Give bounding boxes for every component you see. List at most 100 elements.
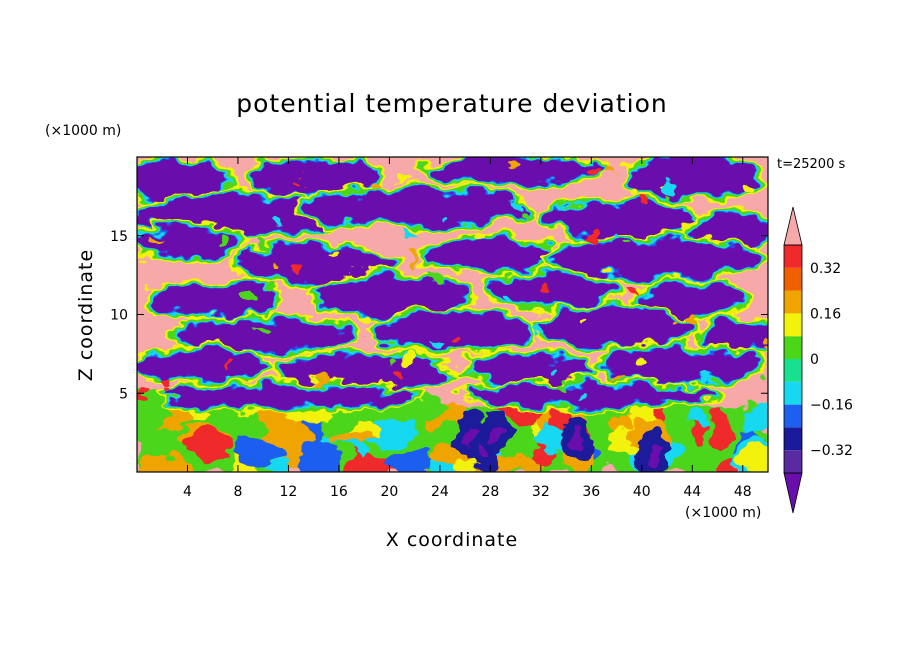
colorbar-segment: [784, 427, 802, 451]
field-cell: [751, 312, 761, 319]
field-cell: [257, 239, 265, 249]
field-cell: [579, 323, 584, 329]
field-cell: [318, 376, 333, 384]
field-cell: [554, 363, 559, 375]
x-tick-label: 24: [431, 484, 449, 500]
field-cell: [299, 176, 305, 184]
y-tick-label: 10: [110, 308, 128, 324]
field-cell: [137, 352, 264, 378]
colorbar-tick-label: −0.16: [810, 398, 853, 414]
field-cell: [465, 357, 592, 383]
field-cell: [250, 161, 377, 194]
x-tick-label: 44: [683, 484, 701, 500]
field-cell: [631, 184, 640, 196]
colorbar-segment: [784, 381, 802, 405]
colorbar-tick-label: −0.32: [810, 443, 853, 459]
field-cell: [603, 349, 756, 381]
colorbar-segment: [784, 359, 802, 382]
field-cell: [588, 233, 599, 245]
field-cell: [431, 335, 443, 348]
chart-title: potential temperature deviation: [236, 89, 667, 118]
field-cell: [147, 233, 160, 240]
colorbar-segment: [784, 404, 802, 428]
field-cell: [139, 452, 191, 472]
colorbar-frame: [783, 244, 803, 474]
x-tick-label: 40: [633, 484, 651, 500]
field-cell: [274, 222, 285, 231]
field-cell: [301, 191, 529, 224]
field-cell: [627, 242, 635, 248]
field-cell: [759, 375, 765, 385]
field-cell: [628, 287, 642, 292]
field-cell: [427, 240, 554, 269]
field-cell: [139, 390, 150, 401]
field-cell: [448, 330, 456, 339]
field-cell: [359, 314, 368, 323]
field-cell: [696, 377, 706, 384]
field-cell: [313, 276, 466, 315]
field-cell: [273, 259, 282, 269]
field-cell: [438, 211, 443, 218]
colorbar-segment: [784, 313, 802, 337]
field-cell: [387, 357, 397, 365]
colorbar-tick-label: 0.32: [810, 261, 841, 277]
field-cell: [137, 393, 170, 432]
field-cell: [553, 240, 756, 276]
field-cell: [174, 320, 352, 350]
x-axis-unit: (×1000 m): [685, 505, 761, 521]
field-cell: [427, 157, 604, 183]
x-tick-label: 36: [582, 484, 600, 500]
y-axis-ticks: 5 10 15: [110, 229, 768, 402]
field-cell: [519, 459, 544, 472]
field-cell: [690, 314, 698, 326]
field-cell: [519, 205, 527, 217]
field-cell: [218, 232, 228, 244]
colorbar-tick-label: 0: [810, 352, 819, 368]
colorbar: 0.32 0.16 0 −0.16 −0.32: [783, 206, 853, 514]
field-cell: [245, 293, 258, 303]
field-cell: [386, 452, 439, 472]
field-cell: [402, 355, 416, 368]
colorbar-segment: [784, 245, 802, 268]
colorbar-segment: [784, 290, 802, 314]
x-tick-label: 32: [532, 484, 550, 500]
field-cell: [710, 406, 731, 447]
field-cell: [744, 405, 768, 437]
field-cell: [507, 295, 513, 302]
field-cell: [663, 189, 670, 199]
field-cell: [162, 386, 415, 406]
field-cell: [610, 370, 619, 377]
field-cell: [190, 426, 232, 464]
x-tick-label: 4: [183, 484, 192, 500]
field-cell: [149, 283, 276, 315]
colorbar-extend-high: [783, 206, 803, 246]
field-cell: [137, 227, 238, 257]
field-cell: [360, 420, 419, 447]
colorbar-segment: [784, 450, 802, 473]
x-tick-label: 28: [481, 484, 499, 500]
field-cell: [465, 385, 718, 405]
field-cell: [410, 253, 418, 266]
field-cell: [257, 327, 268, 334]
y-axis-label: Z coordinate: [75, 249, 97, 381]
field-cell: [604, 168, 615, 178]
field-cell: [225, 358, 230, 369]
field-cell: [398, 175, 408, 183]
field-cell: [335, 430, 374, 445]
y-tick-label: 15: [110, 229, 128, 245]
x-tick-label: 16: [330, 484, 348, 500]
field-cell: [330, 249, 339, 255]
colorbar-segment: [784, 267, 802, 291]
field-cell: [395, 371, 407, 380]
field-cell: [559, 378, 566, 389]
time-label: t=25200 s: [777, 157, 845, 172]
field-cell: [629, 157, 756, 197]
field-cell: [763, 344, 768, 350]
field-cell: [540, 284, 551, 296]
field-cell: [428, 188, 436, 193]
field-cell: [540, 308, 693, 346]
field-cell: [424, 271, 439, 283]
field-cell: [635, 356, 648, 365]
field-cell: [738, 184, 750, 192]
field-cell: [686, 409, 708, 429]
